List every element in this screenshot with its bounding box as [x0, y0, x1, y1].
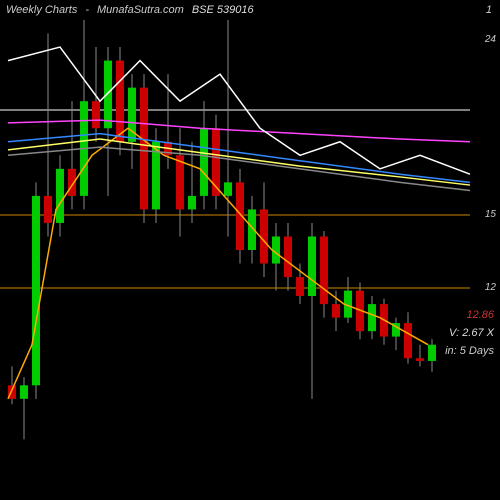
y-axis-label: 15 — [485, 209, 496, 220]
volume-info: V: 2.67 X — [445, 324, 494, 342]
days-info: in: 5 Days — [445, 342, 494, 360]
last-price: 12.86 — [445, 306, 494, 324]
price-info: 12.86 V: 2.67 X in: 5 Days — [445, 306, 494, 360]
candlestick-chart — [0, 0, 500, 500]
y-axis-label: 24 — [485, 34, 496, 45]
y-axis-label: 12 — [485, 282, 496, 293]
